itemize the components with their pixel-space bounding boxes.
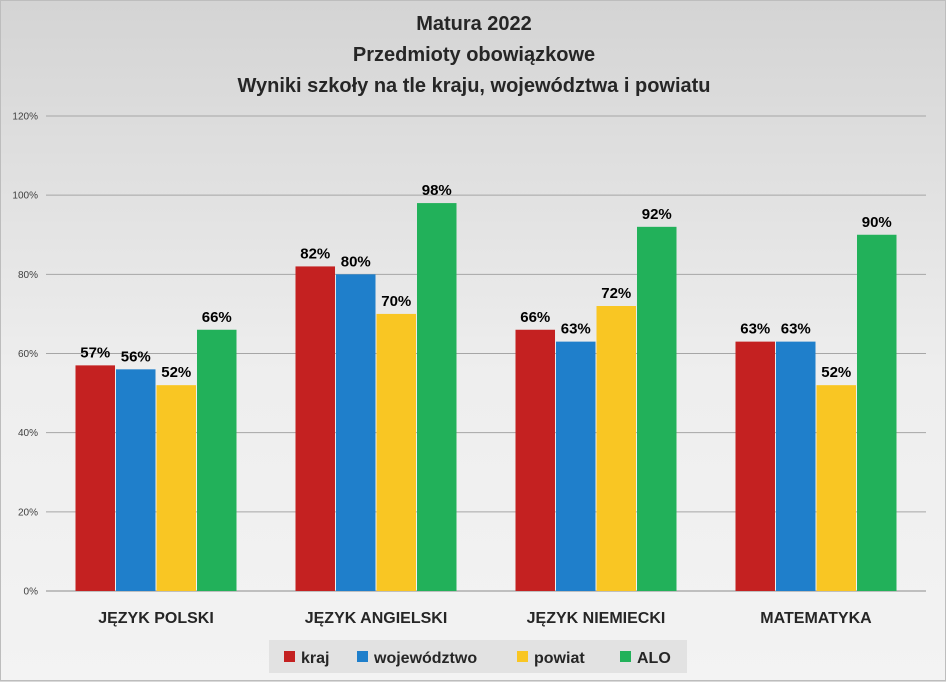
data-label: 66% (520, 309, 550, 326)
legend-label: ALO (637, 650, 671, 667)
legend-label: powiat (534, 650, 585, 667)
legend-label: kraj (301, 650, 329, 667)
legend-swatch (620, 651, 631, 662)
bar-powiat (156, 385, 196, 591)
data-label: 66% (202, 309, 232, 326)
bar-powiat (376, 313, 416, 591)
legend-swatch (517, 651, 528, 662)
chart-title-line: Przedmioty obowiązkowe (353, 44, 595, 66)
data-label: 57% (80, 344, 110, 361)
category-label: JĘZYK NIEMIECKI (527, 610, 666, 627)
y-tick-label: 120% (12, 112, 38, 123)
bar-kraj (295, 266, 335, 591)
bar-kraj (735, 341, 775, 591)
bar-kraj (75, 365, 115, 591)
data-label: 52% (161, 364, 191, 381)
chart-title-line: Matura 2022 (416, 13, 532, 35)
bar-województwo (556, 341, 596, 591)
data-label: 63% (740, 321, 770, 338)
bar-alo (637, 226, 677, 592)
data-label: 92% (642, 206, 672, 223)
bar-województwo (776, 341, 816, 591)
y-tick-label: 80% (18, 270, 38, 281)
legend-swatch (357, 651, 368, 662)
data-label: 63% (561, 321, 591, 338)
y-tick-label: 40% (18, 428, 38, 439)
bar-powiat (596, 306, 636, 591)
data-label: 90% (862, 214, 892, 231)
data-label: 82% (300, 245, 330, 262)
bar-alo (197, 329, 237, 591)
data-label: 80% (341, 253, 371, 270)
category-label: JĘZYK ANGIELSKI (305, 610, 448, 627)
category-label: MATEMATYKA (760, 610, 872, 627)
bar-powiat (816, 385, 856, 591)
data-label: 56% (121, 348, 151, 365)
legend-swatch (284, 651, 295, 662)
data-label: 52% (821, 364, 851, 381)
category-label: JĘZYK POLSKI (98, 610, 214, 627)
bar-alo (857, 234, 897, 591)
y-tick-label: 20% (18, 507, 38, 518)
bar-kraj (515, 329, 555, 591)
y-tick-label: 100% (12, 191, 38, 202)
chart-title-line: Wyniki szkoły na tle kraju, województwa … (237, 75, 710, 97)
y-tick-label: 0% (24, 587, 39, 598)
bar-alo (417, 203, 457, 592)
data-label: 72% (601, 285, 631, 302)
legend-label: województwo (373, 650, 477, 667)
y-tick-label: 60% (18, 349, 38, 360)
bar-województwo (336, 274, 376, 591)
legend-box (269, 640, 687, 673)
bar-województwo (116, 369, 156, 591)
data-label: 70% (381, 293, 411, 310)
data-label: 98% (422, 182, 452, 199)
data-label: 63% (781, 321, 811, 338)
